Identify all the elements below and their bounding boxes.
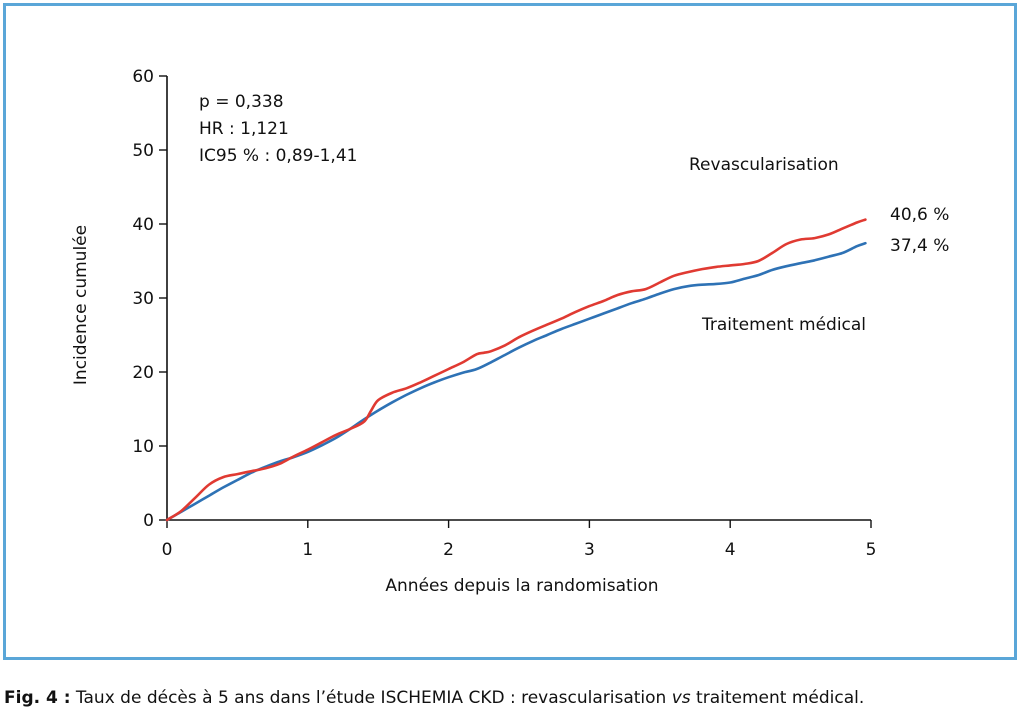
x-axis-label: Années depuis la randomisation [385,576,658,596]
x-tick-label: 4 [725,540,736,560]
confidence-interval-text: IC95 % : 0,89-1,41 [199,146,357,166]
caption-text: Taux de décès à 5 ans dans l’étude ISCHE… [70,688,672,708]
figure-caption: Fig. 4 : Taux de décès à 5 ans dans l’ét… [4,688,864,708]
y-tick-label: 50 [132,141,154,161]
y-tick-label: 30 [132,289,154,309]
series-label-traitement: Traitement médical [701,315,866,335]
caption-italic: vs [671,688,691,708]
revascularisation-line [165,218,867,522]
caption-label: Fig. 4 : [4,688,71,708]
y-tick-label: 20 [132,363,154,383]
x-tick-label: 2 [443,540,454,560]
y-tick-label: 10 [132,437,154,457]
end-label-traitement: 37,4 % [890,236,949,256]
caption-text-end: traitement médical. [690,688,865,708]
y-tick-label: 40 [132,215,154,235]
x-tick-label: 3 [584,540,595,560]
figure-frame [3,3,1017,660]
y-axis-label: Incidence cumulée [71,225,91,385]
x-tick-label: 0 [162,540,173,560]
chart-axes [166,76,871,521]
x-tick-label: 5 [866,540,877,560]
y-tick-label: 60 [132,67,154,87]
y-tick-label: 0 [143,511,154,531]
traitement-medical-line [165,241,867,522]
chart-series [165,218,867,522]
hazard-ratio-text: HR : 1,121 [199,119,289,139]
end-label-revascularisation: 40,6 % [890,205,949,225]
p-value-text: p = 0,338 [199,92,284,112]
x-tick-label: 1 [302,540,313,560]
series-label-revascularisation: Revascularisation [689,155,839,175]
